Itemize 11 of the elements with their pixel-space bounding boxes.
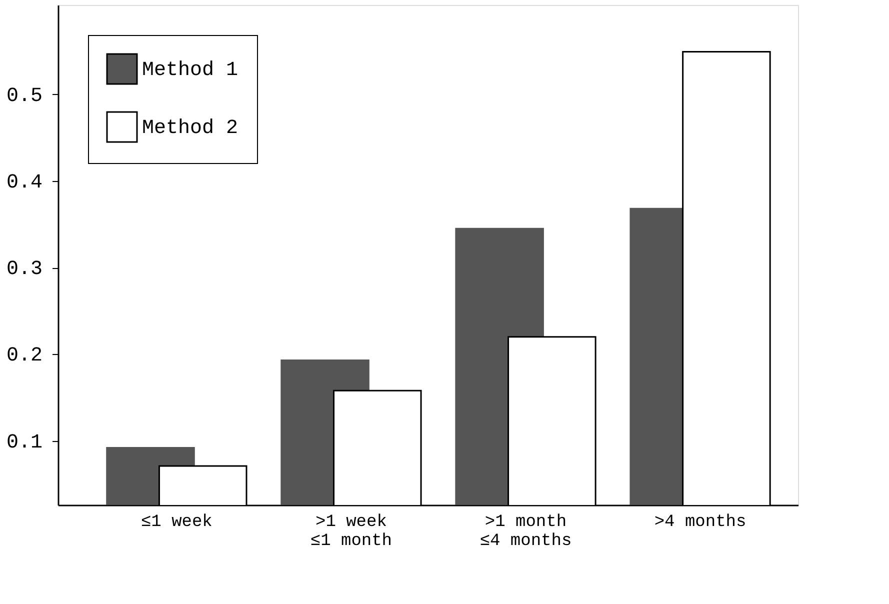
y-tick-label: 0.1 xyxy=(6,431,42,454)
x-tick-label: >1 month ≤4 months xyxy=(480,513,572,551)
y-tick-label: 0.3 xyxy=(6,258,42,282)
x-tick-label: >4 months xyxy=(654,513,746,532)
x-tick-label: ≤1 week xyxy=(140,513,212,532)
y-tick-label: 0.5 xyxy=(6,84,42,108)
y-tick-label: 0.4 xyxy=(6,171,42,194)
x-tick-label: >1 week ≤1 month xyxy=(310,513,392,551)
y-tick-label: 0.2 xyxy=(6,344,42,368)
legend-label: Method 2 xyxy=(142,117,238,140)
legend-label: Method 1 xyxy=(142,59,238,82)
